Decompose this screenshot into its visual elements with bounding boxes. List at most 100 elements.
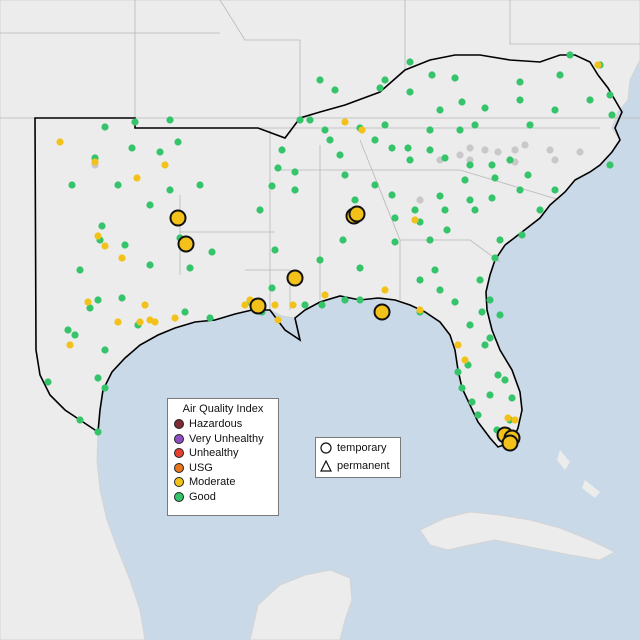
- monitor-marker[interactable]: [341, 118, 349, 126]
- monitor-marker[interactable]: [606, 161, 614, 169]
- monitor-marker[interactable]: [118, 294, 126, 302]
- monitor-marker[interactable]: [494, 371, 502, 379]
- monitor-marker[interactable]: [241, 301, 249, 309]
- monitor-marker[interactable]: [169, 209, 187, 227]
- monitor-marker[interactable]: [454, 341, 462, 349]
- monitor-marker[interactable]: [478, 308, 486, 316]
- monitor-marker[interactable]: [98, 222, 106, 230]
- monitor-marker[interactable]: [546, 146, 554, 154]
- monitor-marker[interactable]: [516, 186, 524, 194]
- monitor-marker[interactable]: [451, 74, 459, 82]
- monitor-marker[interactable]: [356, 296, 364, 304]
- monitor-marker[interactable]: [488, 161, 496, 169]
- monitor-marker[interactable]: [416, 276, 424, 284]
- monitor-marker[interactable]: [594, 61, 602, 69]
- monitor-marker[interactable]: [451, 298, 459, 306]
- monitor-marker[interactable]: [476, 276, 484, 284]
- monitor-marker[interactable]: [391, 214, 399, 222]
- monitor-markers[interactable]: [44, 51, 616, 452]
- monitor-marker[interactable]: [486, 334, 494, 342]
- monitor-marker[interactable]: [146, 261, 154, 269]
- monitor-marker[interactable]: [381, 76, 389, 84]
- monitor-marker[interactable]: [64, 326, 72, 334]
- monitor-marker[interactable]: [274, 164, 282, 172]
- monitor-marker[interactable]: [496, 236, 504, 244]
- monitor-marker[interactable]: [101, 123, 109, 131]
- monitor-marker[interactable]: [141, 301, 149, 309]
- monitor-marker[interactable]: [181, 308, 189, 316]
- monitor-marker[interactable]: [516, 78, 524, 86]
- monitor-marker[interactable]: [348, 205, 366, 223]
- monitor-marker[interactable]: [76, 266, 84, 274]
- monitor-marker[interactable]: [114, 318, 122, 326]
- monitor-marker[interactable]: [494, 148, 502, 156]
- monitor-marker[interactable]: [186, 264, 194, 272]
- monitor-marker[interactable]: [428, 71, 436, 79]
- monitor-marker[interactable]: [373, 303, 391, 321]
- monitor-marker[interactable]: [94, 232, 102, 240]
- monitor-marker[interactable]: [466, 196, 474, 204]
- monitor-marker[interactable]: [286, 269, 304, 287]
- monitor-marker[interactable]: [586, 96, 594, 104]
- monitor-marker[interactable]: [101, 242, 109, 250]
- monitor-marker[interactable]: [508, 394, 516, 402]
- monitor-marker[interactable]: [461, 176, 469, 184]
- monitor-marker[interactable]: [471, 206, 479, 214]
- monitor-marker[interactable]: [177, 235, 195, 253]
- monitor-marker[interactable]: [249, 297, 267, 315]
- monitor-marker[interactable]: [466, 161, 474, 169]
- monitor-marker[interactable]: [326, 136, 334, 144]
- monitor-marker[interactable]: [606, 91, 614, 99]
- monitor-marker[interactable]: [171, 314, 179, 322]
- monitor-marker[interactable]: [406, 156, 414, 164]
- monitor-marker[interactable]: [146, 201, 154, 209]
- monitor-marker[interactable]: [321, 291, 329, 299]
- monitor-marker[interactable]: [526, 121, 534, 129]
- monitor-marker[interactable]: [278, 146, 286, 154]
- monitor-marker[interactable]: [331, 86, 339, 94]
- monitor-marker[interactable]: [436, 286, 444, 294]
- monitor-marker[interactable]: [44, 378, 52, 386]
- monitor-marker[interactable]: [291, 186, 299, 194]
- monitor-marker[interactable]: [488, 194, 496, 202]
- monitor-marker[interactable]: [166, 186, 174, 194]
- monitor-marker[interactable]: [291, 168, 299, 176]
- monitor-marker[interactable]: [339, 236, 347, 244]
- monitor-marker[interactable]: [536, 206, 544, 214]
- monitor-marker[interactable]: [341, 171, 349, 179]
- monitor-marker[interactable]: [174, 138, 182, 146]
- monitor-marker[interactable]: [301, 301, 309, 309]
- monitor-marker[interactable]: [443, 226, 451, 234]
- monitor-marker[interactable]: [56, 138, 64, 146]
- monitor-marker[interactable]: [551, 186, 559, 194]
- monitor-marker[interactable]: [66, 341, 74, 349]
- monitor-marker[interactable]: [506, 156, 514, 164]
- monitor-marker[interactable]: [76, 416, 84, 424]
- monitor-marker[interactable]: [371, 181, 379, 189]
- monitor-marker[interactable]: [268, 284, 276, 292]
- monitor-marker[interactable]: [274, 316, 282, 324]
- monitor-marker[interactable]: [511, 146, 519, 154]
- monitor-marker[interactable]: [84, 298, 92, 306]
- monitor-marker[interactable]: [381, 286, 389, 294]
- monitor-marker[interactable]: [471, 121, 479, 129]
- monitor-marker[interactable]: [206, 314, 214, 322]
- monitor-marker[interactable]: [411, 216, 419, 224]
- monitor-marker[interactable]: [136, 318, 144, 326]
- monitor-marker[interactable]: [151, 318, 159, 326]
- monitor-marker[interactable]: [416, 196, 424, 204]
- monitor-marker[interactable]: [296, 116, 304, 124]
- monitor-marker[interactable]: [101, 384, 109, 392]
- monitor-marker[interactable]: [101, 346, 109, 354]
- monitor-marker[interactable]: [161, 161, 169, 169]
- monitor-marker[interactable]: [426, 146, 434, 154]
- monitor-marker[interactable]: [268, 182, 276, 190]
- monitor-marker[interactable]: [208, 248, 216, 256]
- monitor-marker[interactable]: [94, 374, 102, 382]
- monitor-marker[interactable]: [128, 144, 136, 152]
- monitor-marker[interactable]: [458, 98, 466, 106]
- monitor-marker[interactable]: [86, 304, 94, 312]
- monitor-marker[interactable]: [166, 116, 174, 124]
- monitor-marker[interactable]: [608, 111, 616, 119]
